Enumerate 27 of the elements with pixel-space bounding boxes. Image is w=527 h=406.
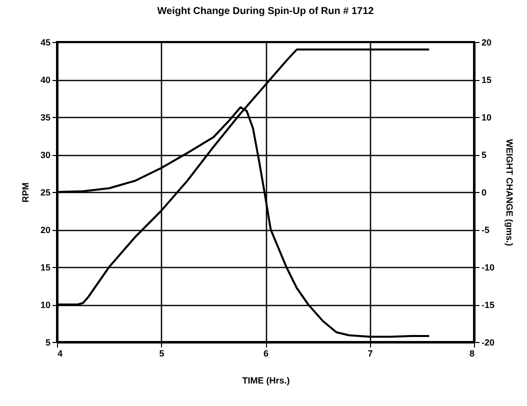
x-tick-label: 4 <box>58 348 63 358</box>
x-tick-label: 5 <box>159 348 164 358</box>
x-tick-label: 8 <box>469 348 474 358</box>
chart-title: Weight Change During Spin-Up of Run # 1712 <box>157 6 374 17</box>
y-tick-label: 20 <box>40 225 50 235</box>
y-axis-title: RPM <box>20 182 30 202</box>
y-tick-label: 30 <box>40 150 50 160</box>
x-tick-label: 6 <box>263 348 269 358</box>
y-tick-label: 35 <box>40 112 50 122</box>
y2-tick-label: -10 <box>482 262 495 272</box>
x-axis-title: TIME (Hrs.) <box>242 376 290 386</box>
y2-tick-label: 20 <box>482 38 492 48</box>
y2-tick-label: 15 <box>482 75 492 85</box>
y-tick-label: 25 <box>40 188 50 198</box>
y2-tick-label: 5 <box>482 150 487 160</box>
y2-tick-label: -15 <box>482 300 495 310</box>
y2-tick-label: -5 <box>482 225 490 235</box>
y-tick-label: 10 <box>40 300 50 310</box>
y2-tick-label: 0 <box>482 188 487 198</box>
y2-tick-label: -20 <box>482 338 495 348</box>
y2-axis-title: WEIGHT CHANGE (gms.) <box>504 139 515 246</box>
y-tick-label: 45 <box>40 38 50 48</box>
y-tick-label: 40 <box>40 75 50 85</box>
y-tick-label: 5 <box>45 338 50 348</box>
y2-tick-label: 10 <box>482 112 492 122</box>
y-tick-label: 15 <box>40 262 50 272</box>
x-tick-label: 7 <box>368 348 373 358</box>
